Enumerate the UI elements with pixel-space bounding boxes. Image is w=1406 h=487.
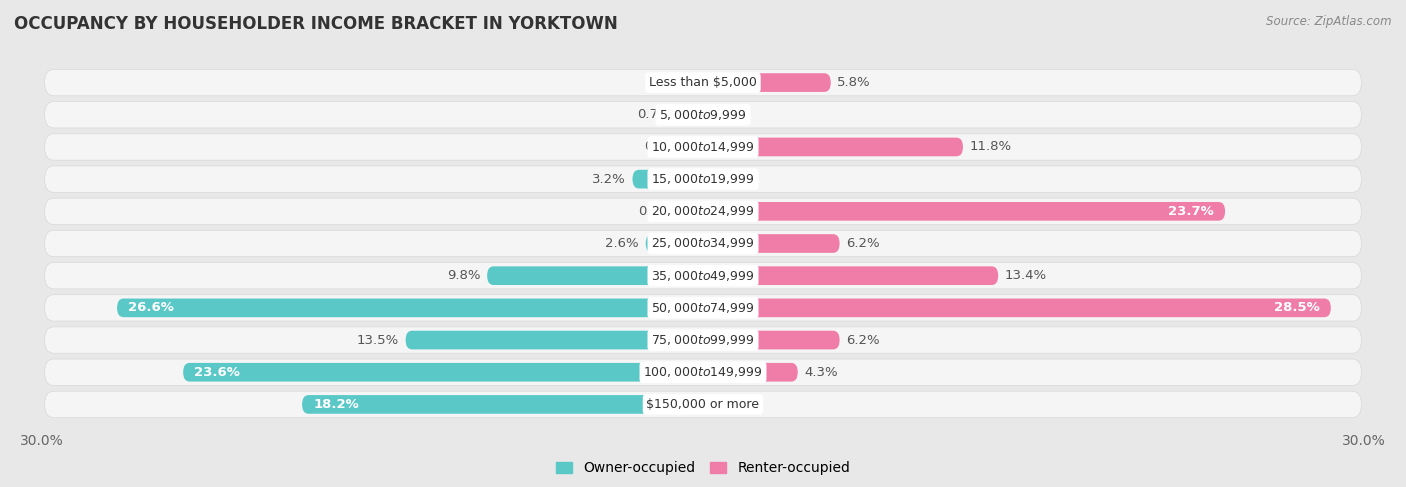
Legend: Owner-occupied, Renter-occupied: Owner-occupied, Renter-occupied [550, 456, 856, 481]
FancyBboxPatch shape [45, 327, 1361, 353]
Text: 0.47%: 0.47% [644, 140, 686, 153]
FancyBboxPatch shape [693, 73, 703, 92]
Text: 9.8%: 9.8% [447, 269, 481, 282]
Text: 5.8%: 5.8% [838, 76, 870, 89]
Text: $20,000 to $24,999: $20,000 to $24,999 [651, 205, 755, 218]
Text: $15,000 to $19,999: $15,000 to $19,999 [651, 172, 755, 186]
FancyBboxPatch shape [45, 134, 1361, 160]
Text: 0.0%: 0.0% [710, 172, 744, 186]
Text: 23.6%: 23.6% [194, 366, 240, 379]
Text: 0.0%: 0.0% [710, 108, 744, 121]
Text: 0.78%: 0.78% [637, 108, 679, 121]
Text: 2.6%: 2.6% [606, 237, 640, 250]
FancyBboxPatch shape [703, 202, 1225, 221]
FancyBboxPatch shape [486, 266, 703, 285]
Text: $150,000 or more: $150,000 or more [647, 398, 759, 411]
FancyBboxPatch shape [645, 234, 703, 253]
Text: 13.4%: 13.4% [1005, 269, 1047, 282]
FancyBboxPatch shape [45, 102, 1361, 128]
FancyBboxPatch shape [703, 363, 797, 382]
Text: $100,000 to $149,999: $100,000 to $149,999 [644, 365, 762, 379]
FancyBboxPatch shape [703, 138, 963, 156]
Text: 0.42%: 0.42% [645, 76, 688, 89]
FancyBboxPatch shape [45, 262, 1361, 289]
FancyBboxPatch shape [686, 105, 703, 124]
Text: $5,000 to $9,999: $5,000 to $9,999 [659, 108, 747, 122]
Text: 13.5%: 13.5% [357, 334, 399, 347]
FancyBboxPatch shape [693, 138, 703, 156]
FancyBboxPatch shape [703, 73, 831, 92]
Text: 3.2%: 3.2% [592, 172, 626, 186]
Text: Less than $5,000: Less than $5,000 [650, 76, 756, 89]
FancyBboxPatch shape [45, 198, 1361, 225]
Text: $10,000 to $14,999: $10,000 to $14,999 [651, 140, 755, 154]
FancyBboxPatch shape [45, 166, 1361, 192]
Text: 4.3%: 4.3% [804, 366, 838, 379]
FancyBboxPatch shape [686, 202, 703, 221]
Text: $25,000 to $34,999: $25,000 to $34,999 [651, 237, 755, 250]
Text: $50,000 to $74,999: $50,000 to $74,999 [651, 301, 755, 315]
Text: $35,000 to $49,999: $35,000 to $49,999 [651, 269, 755, 282]
FancyBboxPatch shape [117, 299, 703, 317]
FancyBboxPatch shape [45, 295, 1361, 321]
Text: 0.76%: 0.76% [638, 205, 679, 218]
FancyBboxPatch shape [703, 266, 998, 285]
Text: Source: ZipAtlas.com: Source: ZipAtlas.com [1267, 15, 1392, 28]
FancyBboxPatch shape [703, 331, 839, 349]
FancyBboxPatch shape [45, 69, 1361, 96]
FancyBboxPatch shape [703, 299, 1330, 317]
Text: 0.0%: 0.0% [710, 398, 744, 411]
FancyBboxPatch shape [302, 395, 703, 414]
FancyBboxPatch shape [183, 363, 703, 382]
FancyBboxPatch shape [633, 170, 703, 188]
FancyBboxPatch shape [405, 331, 703, 349]
Text: 11.8%: 11.8% [970, 140, 1012, 153]
FancyBboxPatch shape [45, 230, 1361, 257]
FancyBboxPatch shape [703, 234, 839, 253]
FancyBboxPatch shape [45, 359, 1361, 385]
Text: 6.2%: 6.2% [846, 334, 880, 347]
Text: 23.7%: 23.7% [1168, 205, 1213, 218]
Text: 26.6%: 26.6% [128, 301, 174, 315]
Text: $75,000 to $99,999: $75,000 to $99,999 [651, 333, 755, 347]
Text: 6.2%: 6.2% [846, 237, 880, 250]
FancyBboxPatch shape [45, 391, 1361, 418]
Text: 28.5%: 28.5% [1274, 301, 1320, 315]
Text: 18.2%: 18.2% [314, 398, 359, 411]
Text: OCCUPANCY BY HOUSEHOLDER INCOME BRACKET IN YORKTOWN: OCCUPANCY BY HOUSEHOLDER INCOME BRACKET … [14, 15, 617, 33]
